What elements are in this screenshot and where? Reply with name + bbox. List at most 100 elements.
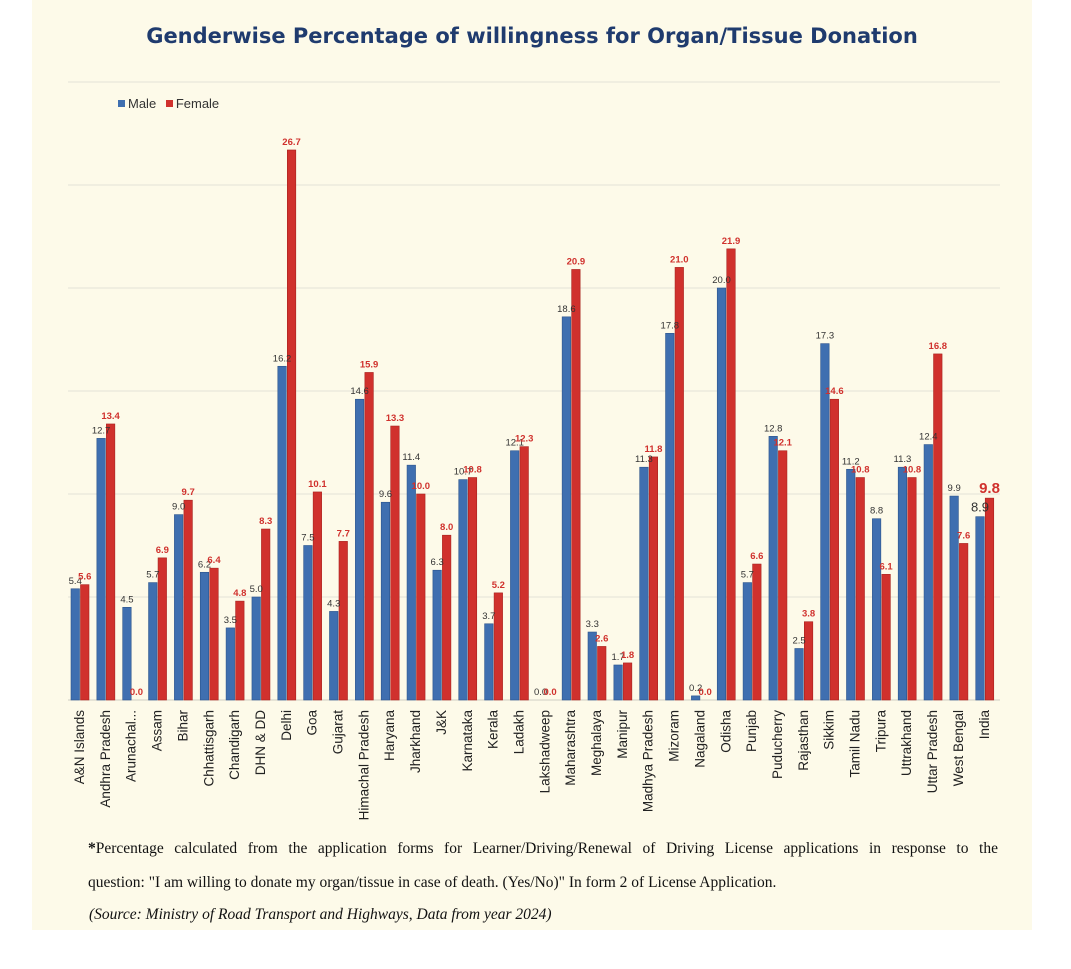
data-label-male: 4.3 <box>327 598 340 609</box>
data-label-female: 8.3 <box>259 516 272 527</box>
bar-male <box>975 516 985 701</box>
bar-male <box>897 466 908 701</box>
footnote-line-1: *Percentage calculated from the applicat… <box>88 836 998 862</box>
bar-female <box>364 372 374 701</box>
data-label-male: 8.9 <box>971 500 989 515</box>
tick-label: Jharkhand <box>408 710 423 773</box>
chart-title: Genderwise Percentage of willingness for… <box>146 24 918 48</box>
legend-swatch-female <box>165 100 173 107</box>
bar-male <box>355 398 365 701</box>
tick-label: Mizoram <box>667 710 682 762</box>
data-label-female: 26.7 <box>282 137 301 148</box>
bar-female <box>778 450 788 701</box>
data-label-male: 20.0 <box>712 275 731 286</box>
bar-male <box>768 436 778 701</box>
data-label-female: 20.9 <box>567 256 586 267</box>
data-label-female: 7.6 <box>957 530 970 541</box>
data-label-female: 21.9 <box>722 236 741 247</box>
tick-label: Nagaland <box>692 710 707 768</box>
data-label-female: 0.0 <box>130 687 143 698</box>
data-label-male: 11.4 <box>402 452 420 463</box>
data-label-male: 2.5 <box>792 636 805 647</box>
tick-label: J&K <box>434 710 449 735</box>
bar-female <box>261 528 271 701</box>
tick-label: Haryana <box>382 710 397 762</box>
tick-label: Delhi <box>279 710 294 741</box>
bar-female <box>390 425 400 701</box>
data-label-female: 6.9 <box>156 545 169 556</box>
tick-label: Tamil Nadu <box>848 710 863 778</box>
bar-female <box>803 621 814 701</box>
bar-male <box>225 627 235 701</box>
legend-item-male: Male <box>118 96 156 111</box>
bar-male <box>199 571 210 701</box>
data-label-female: 10.1 <box>308 479 327 490</box>
data-label-female: 2.6 <box>595 633 608 644</box>
data-label-female: 0.0 <box>699 687 712 698</box>
data-label-male: 5.7 <box>146 570 159 581</box>
bar-male <box>510 450 520 701</box>
data-label-female: 6.4 <box>207 555 221 566</box>
bar-male <box>277 365 287 701</box>
source-line: (Source: Ministry of Road Transport and … <box>89 906 552 923</box>
tick-label: India <box>977 710 992 740</box>
data-label-male: 6.2 <box>198 559 211 570</box>
bar-female <box>416 493 426 701</box>
data-label-female: 13.3 <box>386 413 405 424</box>
data-label-female: 7.7 <box>337 528 350 539</box>
bar-female <box>286 149 297 701</box>
data-label-male: 0.2 <box>689 683 702 694</box>
bar-female <box>648 456 659 701</box>
bar-female <box>907 477 917 701</box>
tick-label: Manipur <box>615 710 630 759</box>
data-label-male: 3.7 <box>482 611 495 622</box>
bar-male <box>846 468 856 701</box>
tick-label: Uttar Pradesh <box>925 710 940 793</box>
data-label-female: 11.8 <box>644 444 662 455</box>
bar-female <box>235 600 245 701</box>
tick-label: Andhra Pradesh <box>98 710 113 808</box>
tick-label: Madhya Pradesh <box>641 710 656 812</box>
data-label-male: 6.3 <box>431 557 444 568</box>
data-label-female: 14.6 <box>825 386 844 397</box>
bar-male <box>872 518 882 701</box>
bar-female <box>106 423 116 701</box>
bar-male <box>432 569 442 701</box>
data-label-female: 3.8 <box>802 609 815 620</box>
data-label-female: 21.0 <box>670 254 689 265</box>
bar-female <box>338 541 348 701</box>
data-label-female: 13.4 <box>101 411 120 422</box>
bar-male <box>303 545 313 701</box>
tick-label: Himachal Pradesh <box>356 710 371 820</box>
data-label-male: 3.5 <box>224 615 237 626</box>
bar-male <box>329 611 339 701</box>
tick-label: Chhattisgarh <box>201 710 216 787</box>
data-label-female: 4.8 <box>233 588 246 599</box>
data-label-male: 12.1 <box>505 438 524 449</box>
data-label-male: 10.7 <box>454 467 473 478</box>
bar-male <box>122 606 132 701</box>
bar-female <box>674 267 684 701</box>
data-label-male: 4.5 <box>120 594 133 605</box>
tick-label: Goa <box>305 710 320 736</box>
data-label-male: 8.8 <box>870 506 883 517</box>
data-label-male: 12.8 <box>764 423 783 434</box>
bar-male <box>716 287 727 701</box>
bar-male <box>484 623 494 701</box>
data-labels: 5.45.6 12.7 13.4 4.5 0.0 5.7 6.9 9.0 9.7 6.26.4 3.… <box>69 137 1000 698</box>
legend-swatch-male <box>118 100 125 107</box>
bar-female <box>726 248 736 701</box>
legend-item-female: Female <box>165 96 219 111</box>
tick-label: Arunachal... <box>124 710 139 782</box>
legend: Male Female <box>118 96 225 111</box>
data-label-female: 5.2 <box>492 580 505 591</box>
bar-male <box>96 438 106 701</box>
data-label-male: 5.7 <box>741 570 754 581</box>
tick-label: Gujarat <box>331 710 346 755</box>
bar-female <box>752 563 762 701</box>
bar-male <box>174 514 184 701</box>
data-label-female: 10.8 <box>851 465 870 476</box>
data-label-male: 7.5 <box>301 533 314 544</box>
data-label-male: 14.6 <box>350 386 369 397</box>
tick-label: Uttrakhand <box>899 710 914 776</box>
